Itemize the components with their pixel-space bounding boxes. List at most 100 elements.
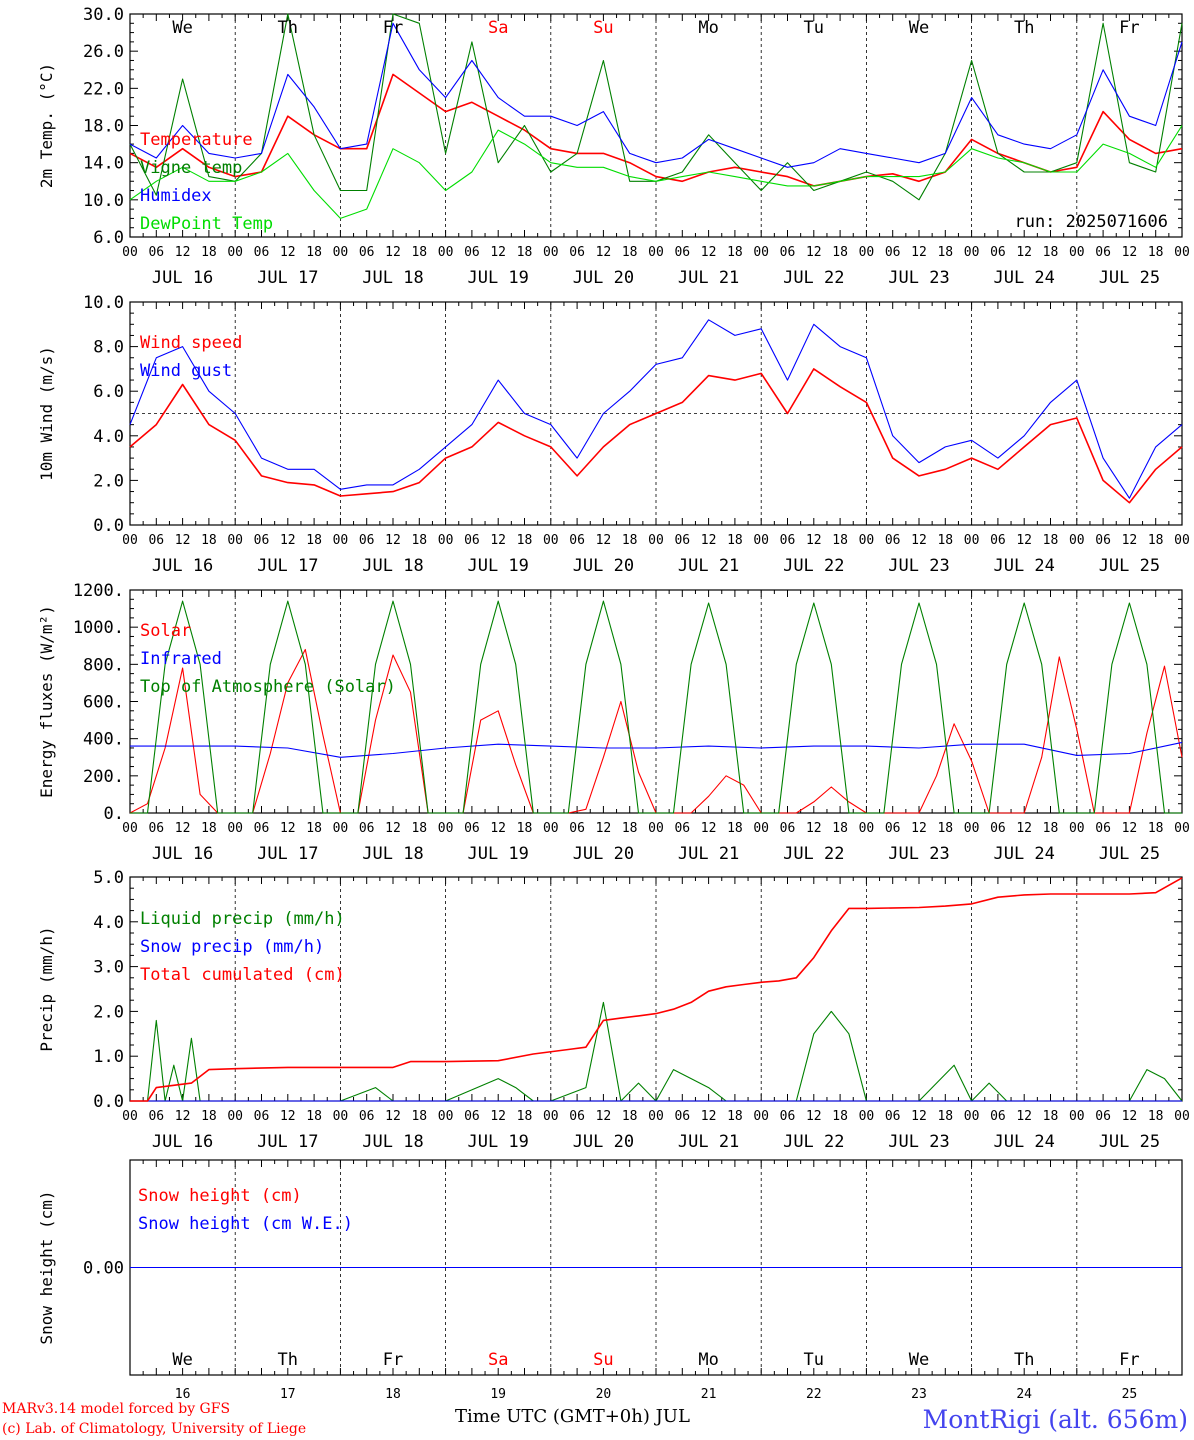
date-label: JUL 22	[783, 1132, 844, 1152]
y-tick-label: 3.0	[93, 958, 124, 978]
legend-entry: Wind speed	[140, 333, 242, 353]
series-line-infrared	[130, 741, 1183, 758]
hour-label: 06	[990, 245, 1006, 260]
date-label: JUL 19	[467, 844, 528, 864]
day-name: Su	[593, 18, 613, 38]
hour-label: 12	[596, 1109, 612, 1124]
date-label: JUL 25	[1099, 556, 1160, 576]
plot-frame	[129, 13, 1183, 238]
hour-label: 00	[122, 245, 138, 260]
series-line-humidex	[129, 22, 1183, 168]
hour-label: 00	[543, 1109, 559, 1124]
y-axis-label: 10m Wind (m/s)	[37, 346, 56, 481]
hour-label: 00	[543, 533, 559, 548]
hour-label: 00	[227, 821, 243, 836]
hour-label: 12	[701, 1109, 717, 1124]
date-label: JUL 18	[362, 556, 423, 576]
legend-entry: Snow precip (mm/h)	[140, 937, 324, 957]
hour-label: 18	[727, 1109, 743, 1124]
hour-label: 12	[175, 821, 191, 836]
hour-label: 18	[201, 245, 217, 260]
hour-label: 12	[175, 533, 191, 548]
date-label: JUL 16	[152, 844, 213, 864]
hour-label: 06	[359, 1109, 375, 1124]
hour-label: 12	[1016, 533, 1032, 548]
hour-label: 12	[490, 245, 506, 260]
hour-label: 06	[464, 533, 480, 548]
day-number: 18	[385, 1387, 401, 1402]
y-tick-label: 26.0	[83, 42, 124, 62]
day-number: 19	[490, 1387, 506, 1402]
hour-label: 12	[490, 821, 506, 836]
date-label: JUL 25	[1099, 1132, 1160, 1152]
date-label: JUL 25	[1099, 844, 1160, 864]
hour-label: 06	[1095, 1109, 1111, 1124]
y-tick-label: 0.0	[93, 516, 124, 536]
date-label: JUL 16	[152, 268, 213, 288]
legend-entry: Total cumulated (cm)	[140, 965, 345, 985]
hour-label: 00	[964, 533, 980, 548]
legend-entry: DewPoint Temp	[140, 214, 273, 234]
day-name: Fr	[383, 1350, 403, 1370]
date-label: JUL 23	[888, 556, 949, 576]
date-label: JUL 19	[467, 268, 528, 288]
hour-label: 12	[1016, 245, 1032, 260]
date-label: JUL 20	[573, 1132, 634, 1152]
day-name: Fr	[1119, 18, 1139, 38]
date-label: JUL 21	[678, 268, 739, 288]
legend-entry: Snow height (cm W.E.)	[138, 1214, 353, 1234]
y-tick-label: 4.0	[93, 913, 124, 933]
hour-label: 06	[674, 1109, 690, 1124]
hour-label: 06	[885, 1109, 901, 1124]
day-name: We	[909, 1350, 929, 1370]
day-number: 23	[911, 1387, 927, 1402]
hour-label: 06	[148, 1109, 164, 1124]
hour-label: 00	[859, 821, 875, 836]
y-tick-label: 10.0	[83, 293, 124, 313]
legend-entry: Solar	[140, 621, 191, 641]
date-label: JUL 18	[362, 1132, 423, 1152]
hour-label: 18	[1148, 533, 1164, 548]
hour-label: 06	[569, 821, 585, 836]
hour-label: 12	[175, 245, 191, 260]
hour-label: 06	[254, 533, 270, 548]
hour-label: 12	[1122, 245, 1138, 260]
date-label: JUL 17	[257, 1132, 318, 1152]
date-label: JUL 18	[362, 844, 423, 864]
date-label: JUL 16	[152, 1132, 213, 1152]
hour-label: 00	[1069, 533, 1085, 548]
y-tick-label: 2.0	[93, 471, 124, 491]
footer-model: MARv3.14 model forced by GFS	[2, 1401, 230, 1417]
hour-label: 18	[832, 533, 848, 548]
hour-label: 12	[280, 533, 296, 548]
run-annotation: run: 2025071606	[1014, 212, 1168, 232]
hour-label: 18	[832, 245, 848, 260]
date-label: JUL 22	[783, 844, 844, 864]
hour-label: 18	[937, 533, 953, 548]
y-tick-label: 800.	[83, 655, 124, 675]
hour-label: 18	[1148, 245, 1164, 260]
y-tick-label: 4.0	[93, 427, 124, 447]
hour-label: 12	[1122, 1109, 1138, 1124]
hour-label: 06	[885, 533, 901, 548]
hour-label: 00	[1069, 245, 1085, 260]
series-line-temperature	[129, 73, 1183, 187]
day-number: 24	[1016, 1387, 1032, 1402]
hour-label: 18	[306, 245, 322, 260]
date-label: JUL 19	[467, 1132, 528, 1152]
date-label: JUL 24	[993, 844, 1054, 864]
date-label: JUL 21	[678, 844, 739, 864]
hour-label: 06	[780, 533, 796, 548]
date-label: JUL 23	[888, 844, 949, 864]
hour-label: 18	[1148, 821, 1164, 836]
legend-entry: Vigne temp	[140, 158, 242, 178]
hour-label: 12	[911, 533, 927, 548]
hour-label: 06	[569, 1109, 585, 1124]
hour-label: 00	[333, 533, 349, 548]
y-tick-label: 0.	[104, 804, 124, 824]
hour-label: 00	[1174, 1109, 1190, 1124]
day-name: We	[909, 18, 929, 38]
hour-label: 18	[727, 245, 743, 260]
hour-label: 18	[937, 821, 953, 836]
x-axis-label: Time UTC (GMT+0h) JUL	[455, 1406, 690, 1427]
